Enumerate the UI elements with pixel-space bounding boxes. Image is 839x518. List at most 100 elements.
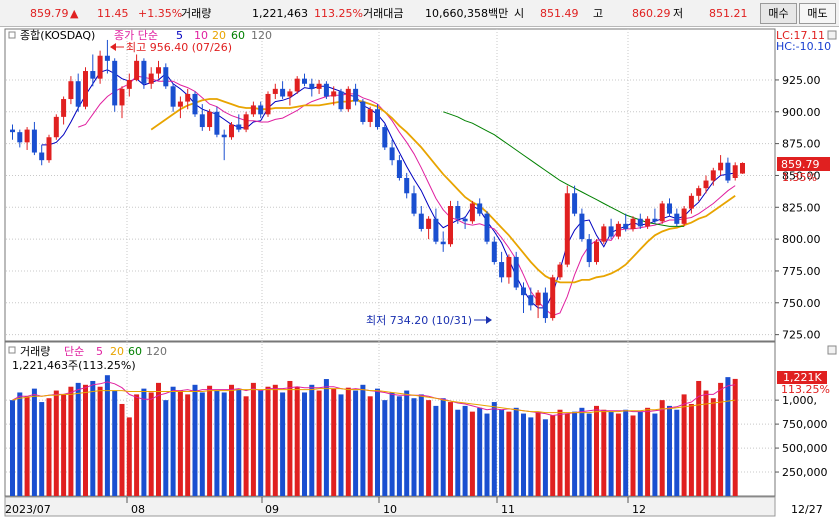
volume-tick-label: 250,000 bbox=[782, 466, 828, 479]
volume-bar bbox=[360, 384, 366, 496]
candle-body bbox=[710, 170, 716, 181]
last-volume-label: 1,221K bbox=[783, 371, 822, 384]
open-label: 시 bbox=[514, 7, 525, 20]
volume-bar bbox=[375, 388, 380, 496]
x-label-08: 08 bbox=[131, 503, 145, 516]
volume-bar bbox=[331, 388, 337, 496]
volume-tick-label: 500,000 bbox=[782, 442, 828, 455]
volume-bar bbox=[725, 377, 731, 496]
candle-body bbox=[542, 292, 548, 319]
buy-button[interactable]: 매수 bbox=[760, 3, 797, 24]
chart-area[interactable]: 925.00 900.00 875.00 850.00 825.00 800.00 775.… bbox=[0, 27, 839, 518]
volume-bar bbox=[528, 417, 534, 496]
volume-legend: 거래량 단순 5 20 60 120 1,221,463주(113.25%) bbox=[8, 345, 167, 372]
candle-body bbox=[338, 91, 344, 110]
volume-bar bbox=[542, 419, 548, 496]
candle-body bbox=[586, 239, 592, 263]
hc-text: HC:-10.10 bbox=[776, 40, 831, 53]
volume-bar bbox=[448, 402, 453, 496]
last-price-tag bbox=[777, 157, 830, 171]
candle-body bbox=[119, 88, 125, 106]
candle-body bbox=[141, 60, 147, 84]
legend-ma-120: 120 bbox=[251, 29, 272, 42]
volume-bar bbox=[345, 387, 351, 496]
volume-bar bbox=[214, 390, 220, 496]
ma-line-20 bbox=[150, 98, 736, 284]
volume-bar bbox=[462, 405, 468, 496]
volume-bar bbox=[185, 394, 191, 496]
candle-body bbox=[294, 78, 300, 92]
volume-bar bbox=[389, 392, 395, 496]
volume-bar bbox=[258, 390, 264, 496]
change-percent: +1.35% bbox=[138, 7, 183, 20]
volume-tick-label: 1,000, bbox=[782, 394, 817, 407]
volume-bar bbox=[280, 392, 286, 496]
candle-body bbox=[688, 195, 694, 209]
volume-bar bbox=[272, 384, 278, 496]
candle-body bbox=[46, 137, 52, 161]
legend-box[interactable] bbox=[8, 31, 16, 39]
candle-body bbox=[185, 93, 191, 102]
x-label-2023-07: 2023/07 bbox=[5, 503, 51, 516]
price-panel-toggle-button[interactable] bbox=[827, 30, 837, 40]
volume-bar bbox=[39, 402, 45, 496]
candle-body bbox=[61, 99, 67, 117]
low-value: 851.21 bbox=[709, 7, 748, 20]
high-annotation: 최고 956.40 (07/26) bbox=[110, 41, 232, 54]
volume-panel-toggle-button[interactable] bbox=[827, 345, 837, 355]
candle-body bbox=[345, 88, 351, 110]
lc-text: LC:17.11 bbox=[776, 29, 825, 42]
candle-body bbox=[469, 203, 475, 222]
price-legend: 종합(KOSDAQ) 종가 단순 5 10 20 60 120 bbox=[8, 29, 272, 42]
candle-body bbox=[265, 93, 271, 115]
candle-body bbox=[572, 193, 578, 214]
candle-body bbox=[601, 226, 607, 242]
volume-bar bbox=[323, 379, 329, 496]
candle-body bbox=[236, 124, 242, 130]
x-label-11: 11 bbox=[501, 503, 515, 516]
volume-bar bbox=[302, 392, 307, 496]
volume-bar bbox=[630, 415, 636, 496]
volume-bar bbox=[199, 392, 205, 496]
volume-bar bbox=[104, 375, 110, 496]
candle-body bbox=[75, 81, 81, 107]
volume-legend-box[interactable] bbox=[8, 346, 16, 354]
candle-body bbox=[440, 241, 446, 245]
candle-body bbox=[404, 177, 410, 194]
candle-body bbox=[615, 223, 621, 237]
volume-bar bbox=[250, 382, 256, 496]
price-tick-label: 800.00 bbox=[782, 233, 821, 246]
volume-bar bbox=[455, 409, 461, 496]
volume-bar bbox=[513, 407, 519, 496]
volume-bar bbox=[411, 398, 417, 496]
sell-button[interactable]: 매도 bbox=[799, 3, 836, 24]
last-pct-label: 1.35% bbox=[782, 171, 817, 184]
candle-body bbox=[426, 218, 432, 229]
candle-body bbox=[696, 188, 702, 196]
candle-body bbox=[477, 203, 483, 214]
candle-body bbox=[564, 193, 570, 265]
candle-body bbox=[418, 213, 424, 229]
volume-bar bbox=[134, 394, 140, 496]
moving-average-lines bbox=[41, 69, 736, 317]
volume-tick-label: 750,000 bbox=[782, 418, 828, 431]
volume-bar bbox=[506, 411, 512, 496]
candle-body bbox=[24, 129, 30, 143]
volume-bar bbox=[265, 386, 271, 496]
candle-body bbox=[411, 193, 417, 214]
volume-bar bbox=[353, 390, 359, 496]
candle-body bbox=[192, 93, 198, 115]
candle-body bbox=[367, 109, 373, 122]
candle-body bbox=[53, 116, 59, 138]
volume-bar bbox=[97, 386, 103, 496]
candle-body bbox=[645, 218, 651, 227]
candle-body bbox=[630, 218, 636, 229]
volume-bar bbox=[367, 396, 373, 496]
high-note: 최고 956.40 (07/26) bbox=[126, 41, 232, 54]
candle-body bbox=[718, 162, 724, 171]
axes: 925.00 900.00 875.00 850.00 825.00 800.00 775.… bbox=[126, 74, 828, 503]
candle-body bbox=[68, 81, 74, 100]
volume-bar bbox=[316, 390, 322, 496]
change-value: 11.45 bbox=[97, 7, 129, 20]
volume-bar bbox=[61, 394, 67, 496]
